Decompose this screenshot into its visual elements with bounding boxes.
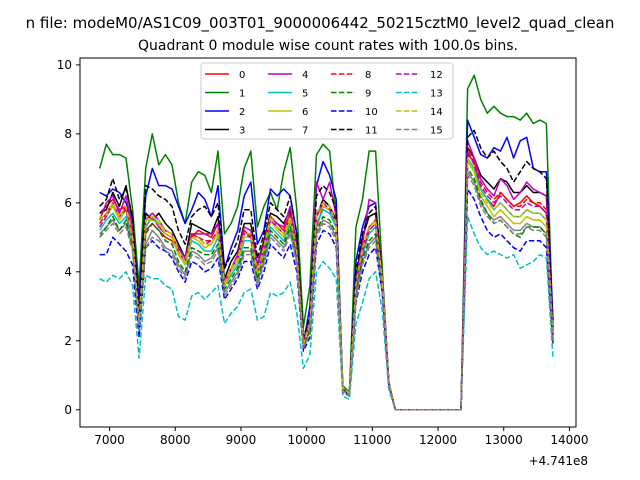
series-line-6 bbox=[99, 160, 554, 411]
x-tick-label: 12000 bbox=[419, 433, 457, 447]
series-line-12 bbox=[99, 150, 554, 411]
y-tick-label: 8 bbox=[64, 127, 72, 141]
x-tick-label: 8000 bbox=[160, 433, 191, 447]
series-line-15 bbox=[99, 174, 554, 411]
legend-label: 10 bbox=[365, 107, 378, 118]
series-line-5 bbox=[99, 157, 554, 411]
legend-box bbox=[200, 62, 454, 140]
x-axis: 7000 8000 9000 10000 11000 12000 13000 14000 bbox=[94, 427, 589, 447]
legend-label: 5 bbox=[302, 89, 308, 100]
series-line-9 bbox=[99, 167, 554, 411]
series-line-13 bbox=[99, 215, 554, 411]
legend-label: 15 bbox=[430, 126, 443, 137]
figure-suptitle: n file: modeM0/AS1C09_003T01_9000006442_… bbox=[25, 14, 615, 32]
series-line-2 bbox=[99, 119, 554, 411]
y-tick-label: 2 bbox=[64, 334, 72, 348]
legend-label: 7 bbox=[302, 126, 308, 137]
x-tick-label: 11000 bbox=[353, 433, 391, 447]
plot-lines bbox=[98, 74, 554, 411]
axes-frame bbox=[79, 57, 577, 428]
x-offset-label: +4.741e8 bbox=[529, 454, 588, 468]
legend-label: 13 bbox=[430, 89, 443, 100]
chart-title: Quadrant 0 module wise count rates with … bbox=[138, 38, 518, 54]
legend-label: 9 bbox=[365, 89, 371, 100]
legend-label: 1 bbox=[239, 89, 245, 100]
x-tick-label: 13000 bbox=[485, 433, 523, 447]
y-tick-label: 4 bbox=[64, 265, 72, 279]
series-line-1 bbox=[98, 74, 554, 411]
y-tick-label: 10 bbox=[57, 58, 72, 72]
x-tick-label: 14000 bbox=[550, 433, 588, 447]
legend-label: 14 bbox=[430, 107, 443, 118]
y-tick-label: 0 bbox=[64, 403, 72, 417]
series-line-11 bbox=[99, 129, 554, 411]
y-axis: 0 2 4 6 8 10 bbox=[57, 58, 80, 417]
legend-label: 11 bbox=[365, 126, 378, 137]
legend-label: 12 bbox=[430, 70, 443, 81]
x-tick-label: 10000 bbox=[288, 433, 326, 447]
series-line-14 bbox=[99, 157, 554, 411]
legend-label: 6 bbox=[302, 107, 308, 118]
y-tick-label: 6 bbox=[64, 196, 72, 210]
x-tick-label: 7000 bbox=[94, 433, 125, 447]
legend-label: 3 bbox=[239, 126, 245, 137]
legend-label: 2 bbox=[239, 107, 245, 118]
legend-label: 8 bbox=[365, 70, 371, 81]
x-tick-label: 9000 bbox=[226, 433, 257, 447]
legend-label: 0 bbox=[239, 70, 245, 81]
legend-label: 4 bbox=[302, 70, 308, 81]
series-line-4 bbox=[98, 140, 554, 411]
